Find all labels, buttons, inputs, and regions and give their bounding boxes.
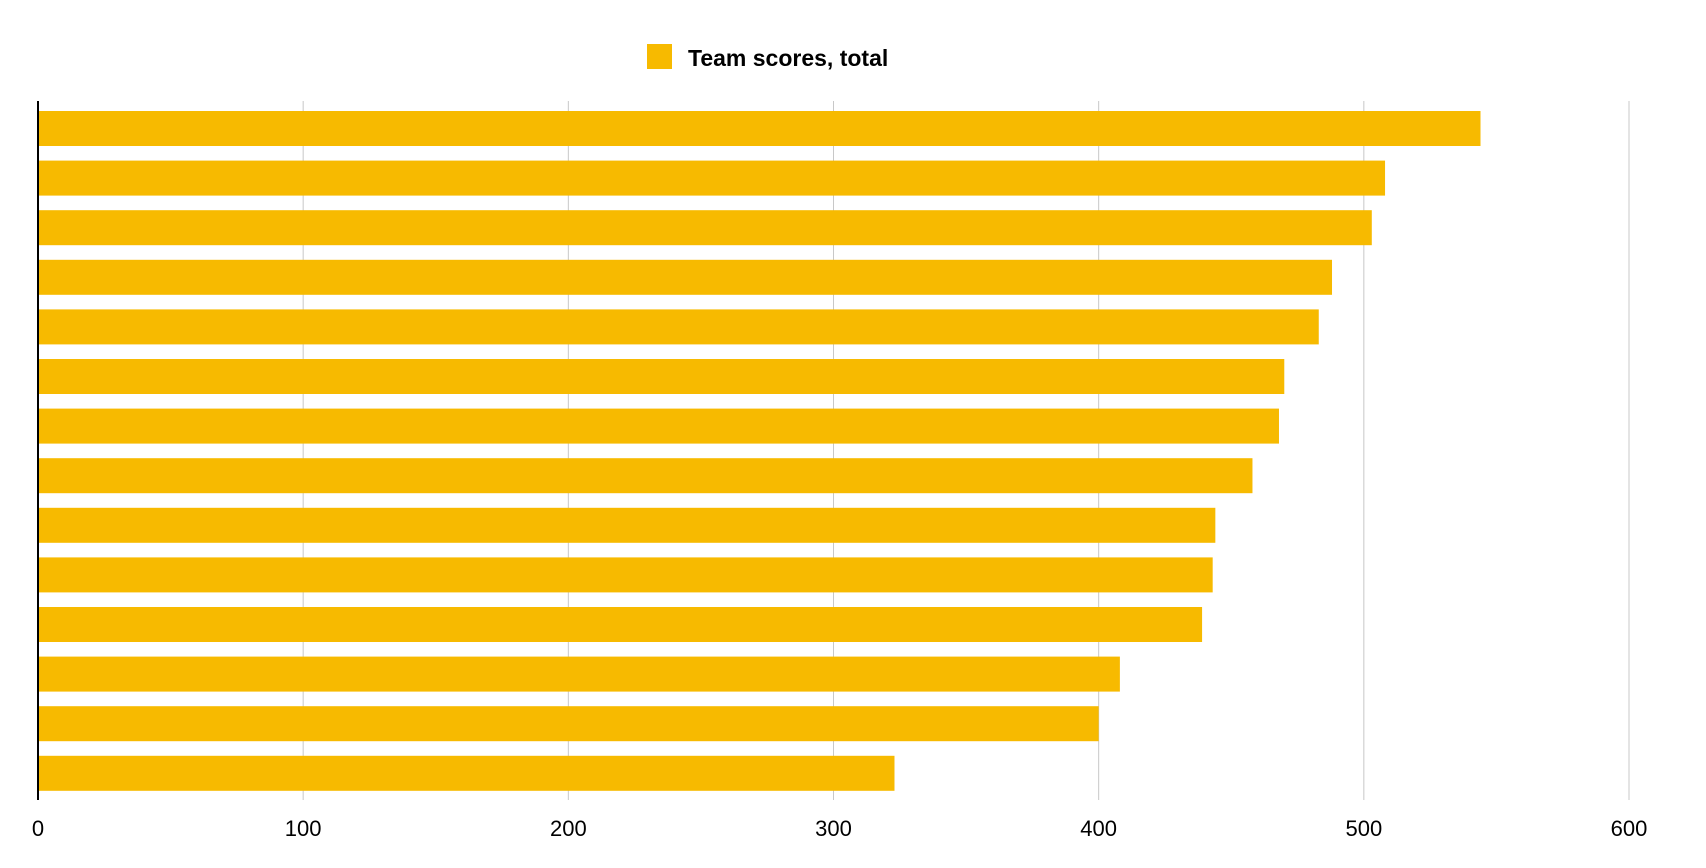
legend-swatch: [647, 44, 672, 69]
x-tick-label: 600: [1611, 816, 1648, 841]
legend: Team scores, total: [647, 44, 888, 71]
gridlines: [302, 101, 1630, 800]
bar-8: [38, 458, 1253, 494]
bar-5: [38, 309, 1319, 345]
bars: [38, 111, 1481, 791]
x-tick-label: 0: [32, 816, 44, 841]
bar-7: [38, 408, 1279, 444]
x-tick-label: 100: [285, 816, 322, 841]
axes: 0 100 200 300 400 500 600: [32, 101, 1647, 841]
bar-9: [38, 507, 1216, 543]
bar-14: [38, 755, 895, 791]
bar-4: [38, 259, 1333, 295]
x-tick-label: 400: [1080, 816, 1117, 841]
x-tick-label: 200: [550, 816, 587, 841]
bar-12: [38, 656, 1120, 692]
bar-2: [38, 160, 1386, 196]
legend-label: Team scores, total: [688, 45, 888, 71]
bar-1: [38, 111, 1481, 146]
bar-3: [38, 210, 1372, 246]
bar-11: [38, 607, 1203, 642]
x-tick-label: 500: [1345, 816, 1382, 841]
bar-10: [38, 557, 1213, 593]
bar-6: [38, 359, 1285, 394]
x-tick-label: 300: [815, 816, 852, 841]
bar-13: [38, 706, 1099, 742]
